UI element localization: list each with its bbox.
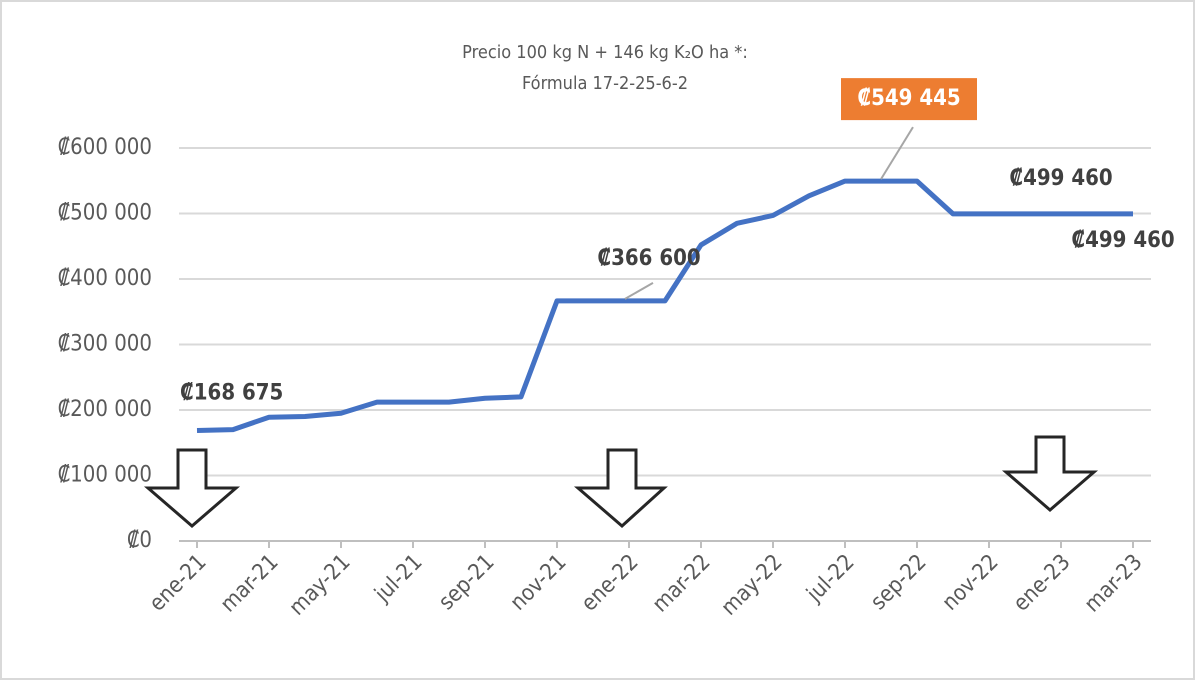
data-label: ₡499 460	[1071, 228, 1174, 253]
data-label: ₡366 600	[597, 246, 700, 271]
y-tick-label: ₡500 000	[58, 201, 152, 226]
data-label: ₡499 460	[1009, 166, 1112, 191]
data-line	[196, 178, 1133, 434]
y-tick-label: ₡300 000	[58, 332, 152, 357]
data-label: ₡549 445	[857, 86, 960, 111]
arrow-decorations	[143, 435, 1099, 529]
leader-line	[880, 126, 914, 180]
y-tick-label: ₡200 000	[58, 397, 152, 422]
y-tick-label: ₡100 000	[58, 463, 152, 488]
down-arrow	[143, 448, 241, 528]
chart-title: Precio 100 kg N + 146 kg K₂O ha *:	[462, 42, 748, 63]
leader-line	[624, 282, 654, 300]
down-arrow	[1001, 435, 1099, 512]
chart-subtitle: Fórmula 17-2-25-6-2	[522, 73, 688, 94]
data-label: ₡168 675	[180, 381, 283, 406]
y-tick-label: ₡600 000	[58, 135, 152, 160]
y-tick-label: ₡400 000	[58, 266, 152, 291]
y-tick-label: ₡0	[127, 528, 152, 553]
down-arrow	[573, 448, 668, 529]
label-box	[841, 78, 977, 121]
